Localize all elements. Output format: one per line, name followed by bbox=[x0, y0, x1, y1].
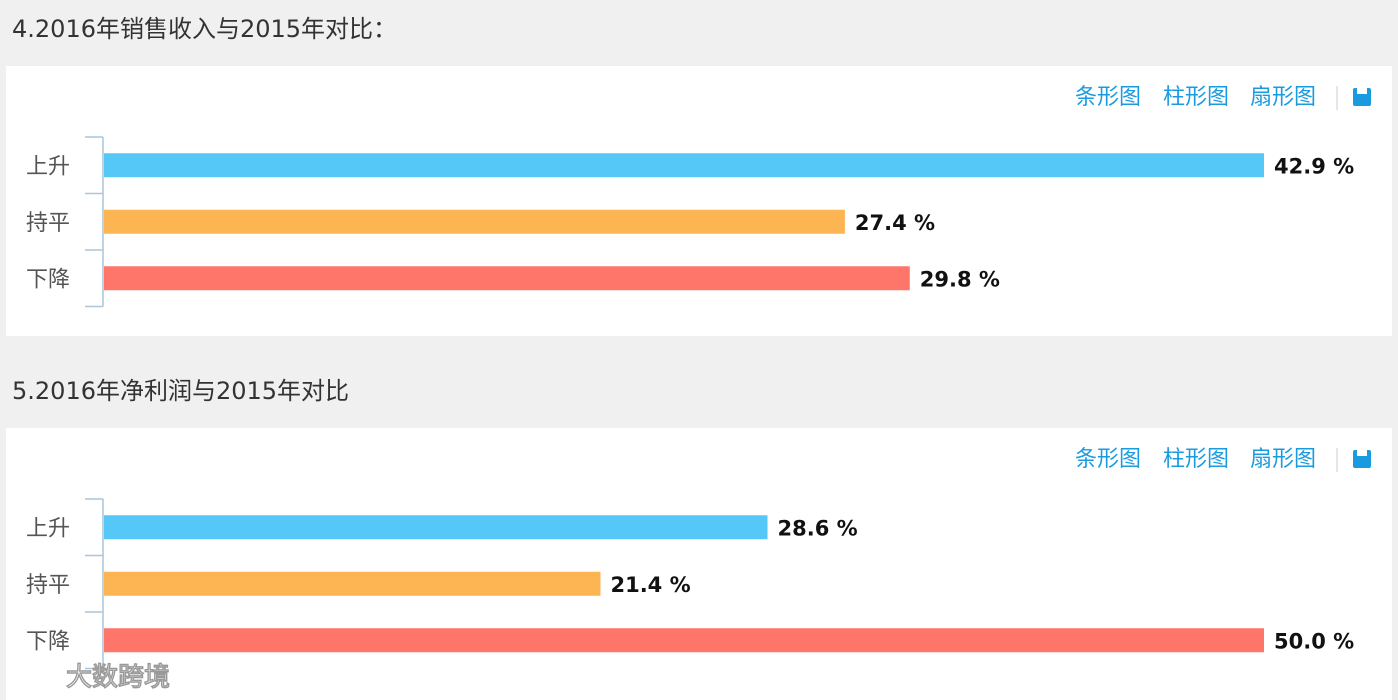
section-title: 5.2016年净利润与2015年对比 bbox=[12, 377, 349, 405]
value-label: 28.6 % bbox=[778, 516, 858, 540]
chart-type-button[interactable]: 扇形图 bbox=[1250, 447, 1316, 472]
bar bbox=[104, 266, 910, 291]
save-icon-detail bbox=[1357, 450, 1367, 456]
category-label: 下降 bbox=[26, 267, 70, 292]
category-label: 上升 bbox=[26, 516, 70, 541]
watermark: 大数跨境 bbox=[66, 662, 170, 693]
chart-type-button[interactable]: 扇形图 bbox=[1250, 85, 1316, 110]
category-label: 持平 bbox=[26, 573, 70, 598]
value-label: 29.8 % bbox=[920, 267, 1000, 291]
chart-type-button[interactable]: 条形图 bbox=[1075, 447, 1141, 472]
bar bbox=[104, 571, 601, 596]
category-label: 上升 bbox=[26, 154, 70, 179]
bar bbox=[104, 209, 845, 234]
value-label: 27.4 % bbox=[855, 211, 935, 235]
chart-type-button[interactable]: 柱形图 bbox=[1163, 447, 1229, 472]
value-label: 42.9 % bbox=[1274, 154, 1354, 178]
category-label: 下降 bbox=[26, 629, 70, 654]
chart-type-button[interactable]: 条形图 bbox=[1075, 85, 1141, 110]
panel bbox=[6, 66, 1392, 336]
bar bbox=[104, 515, 768, 540]
bar bbox=[104, 628, 1264, 653]
save-icon-detail bbox=[1357, 88, 1367, 94]
panel bbox=[6, 428, 1392, 700]
bar bbox=[104, 153, 1264, 178]
category-label: 持平 bbox=[26, 211, 70, 236]
value-label: 50.0 % bbox=[1274, 629, 1354, 653]
section-title: 4.2016年销售收入与2015年对比： bbox=[12, 15, 397, 43]
value-label: 21.4 % bbox=[610, 573, 690, 597]
chart-type-button[interactable]: 柱形图 bbox=[1163, 85, 1229, 110]
